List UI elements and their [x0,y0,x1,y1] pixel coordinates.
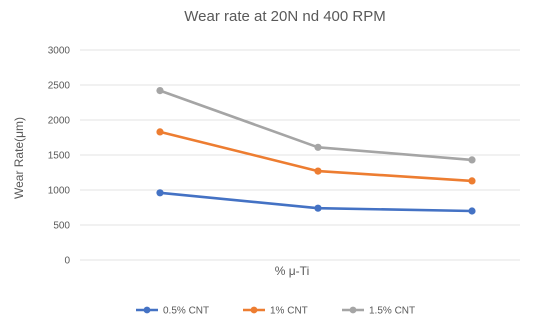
y-tick-label: 500 [53,221,70,232]
y-tick-label: 3000 [48,46,71,57]
y-axis-label: Wear Rate(μm) [12,117,26,199]
legend-label-1-cnt: 1% CNT [270,306,308,317]
y-axis-ticks: 0 500 1000 1500 2000 2500 3000 [48,46,71,267]
data-point-1-5-cnt [468,156,476,164]
legend-marker-1-5-cnt [349,306,357,314]
y-tick-label: 1500 [48,151,71,162]
legend-label-0-5-cnt: 0.5% CNT [163,306,209,317]
y-tick-label: 2000 [48,116,71,127]
data-point-1-cnt [468,177,476,185]
legend-label-1-5-cnt: 1.5% CNT [369,306,415,317]
y-tick-label: 1000 [48,186,71,197]
data-point-0-5-cnt [314,204,322,212]
data-point-1-cnt [314,167,322,175]
legend: 0.5% CNT 1% CNT 1.5% CNT [136,306,415,317]
data-point-0-5-cnt [468,207,476,215]
data-point-1-5-cnt [314,143,322,151]
x-axis-label: % μ-Ti [275,264,309,278]
data-point-1-cnt [156,128,164,136]
y-tick-label: 2500 [48,81,71,92]
gridlines [80,49,520,261]
series-lines [156,87,476,215]
data-point-1-5-cnt [156,87,164,95]
chart-title: Wear rate at 20N nd 400 RPM [184,8,386,25]
data-point-0-5-cnt [156,189,164,197]
legend-marker-1-cnt [250,306,258,314]
legend-marker-0-5-cnt [143,306,151,314]
y-tick-label: 0 [64,256,70,267]
